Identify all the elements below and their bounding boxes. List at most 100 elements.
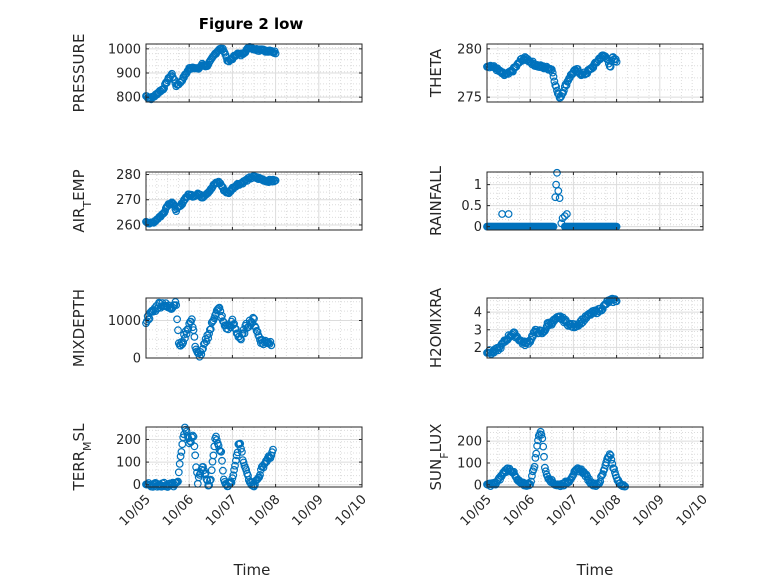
data-point [560, 212, 569, 221]
data-point [204, 334, 213, 342]
data-point [206, 475, 215, 484]
data-point [180, 334, 189, 343]
y-tick-label: 280 [457, 42, 482, 57]
data-point [188, 431, 197, 440]
data-point [187, 315, 196, 324]
data-point [537, 430, 546, 439]
data-point [190, 442, 199, 451]
data-point [182, 330, 191, 338]
data-point [612, 58, 621, 66]
subplot-h2omixra: 2 3 4 H2OMIXRA [427, 287, 704, 368]
data-point [250, 314, 258, 323]
data-point [199, 340, 208, 348]
y-tick-label: 4 [474, 306, 482, 321]
data-point [524, 339, 533, 348]
data-point [218, 456, 226, 465]
data-point [173, 478, 182, 487]
y-tick-label: 0 [133, 478, 141, 493]
x-tick-label: 10/05 [117, 492, 154, 529]
data-point [174, 326, 182, 335]
data-point [218, 466, 227, 475]
y-tick-label: 275 [457, 91, 482, 106]
x-tick-label: 10/06 [160, 492, 197, 529]
data-point [557, 219, 566, 228]
axes-box [145, 297, 363, 359]
data-point [203, 476, 212, 485]
y-tick-label: 200 [116, 433, 141, 448]
data-point [229, 471, 238, 480]
y-axis-label: SUNFLUX [427, 424, 451, 491]
data-point [189, 432, 198, 441]
data-point [271, 176, 280, 185]
y-tick-label: 200 [457, 435, 482, 450]
y-axis-label: TERRMSL [70, 423, 94, 492]
data-point [269, 445, 277, 454]
data-point [553, 168, 561, 177]
y-tick-label: 1000 [108, 314, 141, 329]
data-point [509, 468, 517, 477]
data-point [541, 467, 550, 476]
data-point [230, 466, 239, 474]
data-point [215, 446, 224, 455]
y-tick-label: 1000 [108, 42, 141, 57]
data-point [230, 320, 239, 328]
data-point [606, 62, 615, 71]
data-point [554, 186, 563, 195]
data-point [527, 477, 535, 486]
x-tick-label: 10/06 [501, 492, 538, 529]
axes-box [145, 426, 363, 488]
data-point [513, 60, 522, 69]
x-tick-label: 10/07 [544, 492, 581, 529]
data-point [218, 317, 227, 326]
subplot-sun-flux: 0 100 200 SUNFLUX 10/05 10/06 10/07 10/08 10/09 1… [427, 424, 711, 530]
data-point [598, 471, 606, 480]
data-point [532, 449, 541, 458]
figure-title: Figure 2 low [199, 15, 304, 33]
data-point [201, 469, 210, 478]
data-point [266, 337, 275, 346]
data-point [229, 321, 238, 329]
x-axis-label-left: Time [233, 561, 271, 579]
data-point [231, 325, 240, 333]
data-point [228, 315, 237, 324]
data-point [547, 65, 556, 74]
y-axis-label: H2OMIXRA [427, 287, 445, 368]
data-point [173, 315, 182, 324]
y-tick-label: 270 [116, 193, 141, 208]
y-tick-label: 100 [457, 457, 482, 472]
data-point [251, 323, 260, 332]
y-tick-label: 0.5 [461, 199, 482, 214]
data-point [606, 451, 615, 460]
data-point [510, 328, 519, 337]
x-axis-label-right: Time [576, 561, 614, 579]
x-tick-label: 10/09 [290, 492, 327, 529]
data-point [540, 452, 548, 461]
data-point [235, 440, 244, 449]
data-point [558, 214, 567, 223]
data-point [174, 477, 182, 486]
data-point [205, 476, 214, 485]
data-point [191, 451, 200, 460]
subplot-terr-msl: 0 100 200 TERRMSL 10/05 10/06 10/07 10/08 10/09 1… [70, 423, 370, 529]
y-axis-label: PRESSURE [70, 34, 88, 113]
subplot-theta: 275 280 THETA [427, 42, 704, 106]
data-point [562, 81, 571, 90]
subplot-air-temp: 260 270 280 AIRTEMP [70, 168, 363, 233]
data-point [236, 439, 245, 448]
y-axis-label: RAINFALL [427, 165, 445, 236]
data-point [209, 451, 218, 460]
y-tick-label: 2 [474, 341, 482, 356]
y-tick-label: 0 [133, 352, 141, 367]
data-point [168, 478, 177, 487]
y-axis-label: THETA [427, 48, 445, 98]
data-point [253, 327, 262, 336]
data-point [237, 448, 246, 456]
axes-box [486, 426, 704, 488]
data-point [175, 460, 184, 468]
data-point [608, 459, 617, 468]
axes-box [486, 43, 704, 103]
y-tick-label: 1 [474, 178, 482, 193]
data-point [174, 468, 183, 477]
data-point [504, 210, 513, 218]
